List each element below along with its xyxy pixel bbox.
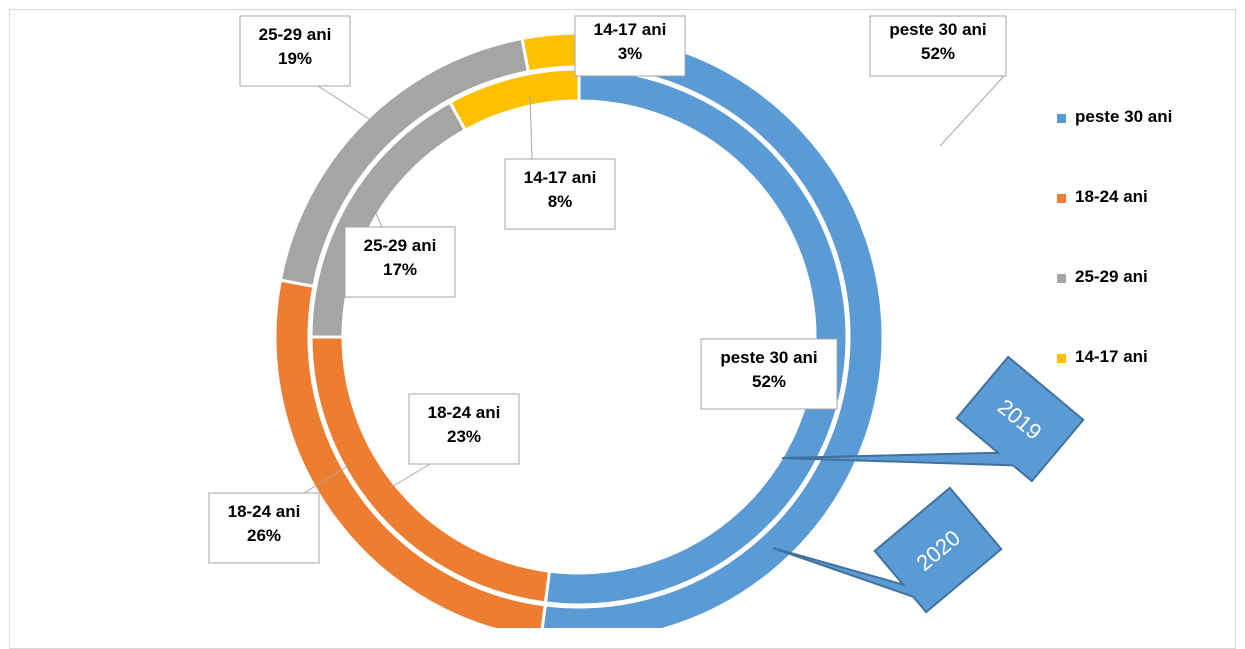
leader-line-inner-25-29-ani xyxy=(369,199,383,228)
data-label-outer-25-29-ani: 25-29 ani 19% xyxy=(259,25,332,68)
leader-line-outer-25-29-ani xyxy=(317,85,381,127)
legend-swatch-25-29 xyxy=(1057,274,1066,283)
legend: peste 30 ani 18-24 ani 25-29 ani 14-17 a… xyxy=(1056,102,1236,422)
data-label-inner-14-17-ani: 14-17 ani 8% xyxy=(524,168,597,211)
data-label-inner-25-29-ani: 25-29 ani 17% xyxy=(364,236,437,279)
legend-label-peste-30: peste 30 ani xyxy=(1075,107,1173,126)
data-label-outer-14-17-ani: 14-17 ani 3% xyxy=(594,20,667,63)
series-callout-2020 xyxy=(772,486,1003,614)
data-label-outer-peste-30-ani: peste 30 ani 52% xyxy=(889,20,986,63)
legend-swatch-18-24 xyxy=(1057,194,1066,203)
data-label-box-inner-peste-30-ani xyxy=(700,338,838,410)
legend-item-14-17: 14-17 ani xyxy=(1056,342,1236,422)
legend-label-18-24: 18-24 ani xyxy=(1075,187,1148,206)
series-callout-2019 xyxy=(781,355,1085,483)
data-label-inner-18-24-ani: 18-24 ani 23% xyxy=(428,403,501,446)
data-label-box-outer-25-29-ani xyxy=(239,15,351,87)
legend-item-18-24: 18-24 ani xyxy=(1056,182,1236,262)
data-label-box-outer-18-24-ani xyxy=(208,492,320,564)
leader-line-outer-18-24-ani xyxy=(303,465,349,494)
data-label-box-inner-14-17-ani xyxy=(504,158,616,230)
doughnut-chart: peste 30 ani 52% 14-17 ani 3% 25-29 ani 19% 14… xyxy=(208,15,1085,628)
legend-label-25-29: 25-29 ani xyxy=(1075,267,1148,286)
legend-swatch-14-17 xyxy=(1057,354,1066,363)
slice-outer-peste-30-ani xyxy=(540,31,885,628)
slice-outer-14-17-ani xyxy=(520,31,581,74)
legend-label-14-17: 14-17 ani xyxy=(1075,347,1148,366)
legend-swatch-peste-30 xyxy=(1057,114,1066,123)
leader-line-inner-18-24-ani xyxy=(389,463,431,489)
leader-line-inner-14-17-ani xyxy=(529,95,533,160)
legend-item-peste-30: peste 30 ani xyxy=(1056,102,1236,182)
legend-item-25-29: 25-29 ani xyxy=(1056,262,1236,342)
data-label-inner-peste-30-ani: peste 30 ani 52% xyxy=(720,348,817,391)
data-label-box-outer-peste-30-ani xyxy=(869,15,1007,77)
leader-line-outer-peste-30-ani xyxy=(939,75,1005,147)
slice-inner-14-17-ani xyxy=(447,67,581,133)
data-label-box-inner-18-24-ani xyxy=(408,393,520,465)
data-label-box-outer-14-17-ani xyxy=(574,15,686,77)
data-label-outer-18-24-ani: 18-24 ani 26% xyxy=(228,502,301,545)
data-label-box-inner-25-29-ani xyxy=(344,226,456,298)
